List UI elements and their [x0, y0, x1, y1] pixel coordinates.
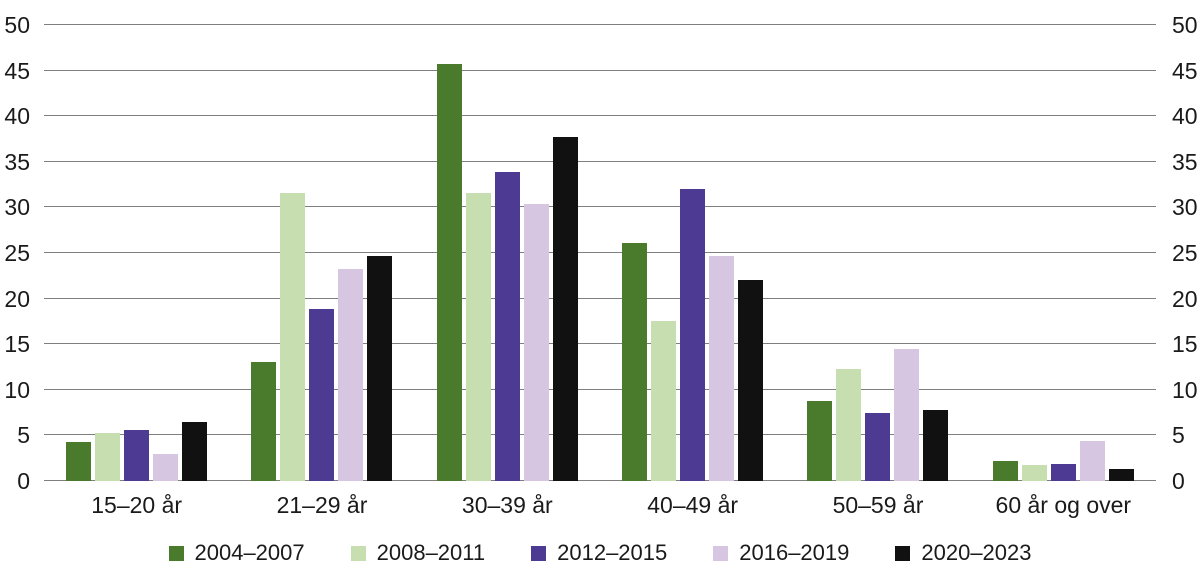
y-axis-right-tick-25: 25 — [1172, 240, 1198, 266]
bar-group-3 — [415, 25, 600, 481]
gridline-45 — [44, 69, 1156, 71]
y-axis-left-tick-40: 40 — [4, 103, 30, 130]
gridline-40 — [44, 115, 1156, 117]
gridline-35 — [44, 160, 1156, 162]
bar-2004-2007-1 — [66, 441, 92, 481]
legend-item-2004-2007: 2004–2007 — [168, 540, 305, 565]
bar-2008-2011-4 — [651, 321, 677, 481]
bar-groups — [44, 25, 1156, 481]
gridline-15 — [44, 343, 1156, 345]
x-label-1: 15–20 år — [91, 492, 183, 518]
legend-swatch-icon — [168, 545, 184, 561]
bar-2020-2023-2 — [367, 255, 393, 481]
y-axis-left-tick-10: 10 — [4, 376, 30, 403]
legend-label: 2012–2015 — [557, 540, 668, 565]
y-axis-left-tick-0: 0 — [17, 468, 30, 494]
bar-2008-2011-1 — [95, 432, 121, 481]
y-axis-left-tick-25: 25 — [4, 240, 30, 266]
legend-swatch-icon — [713, 545, 729, 561]
y-axis-right-tick-45: 45 — [1172, 57, 1198, 84]
bar-2004-2007-3 — [436, 64, 462, 481]
bar-2004-2007-5 — [807, 400, 833, 481]
gridline-10 — [44, 388, 1156, 390]
y-axis-right-tick-30: 30 — [1172, 194, 1198, 221]
bar-group-5 — [785, 25, 970, 481]
bar-2004-2007-4 — [622, 242, 648, 481]
bar-2008-2011-2 — [280, 192, 306, 481]
legend-item-2008-2011: 2008–2011 — [350, 540, 486, 565]
bar-2004-2007-2 — [251, 361, 277, 481]
bar-2020-2023-5 — [923, 409, 949, 481]
legend: 2004–2007 2008–2011 2012–2015 2016–2019 2020… — [0, 541, 1200, 565]
bar-2008-2011-5 — [836, 368, 862, 481]
y-axis-left-tick-50: 50 — [4, 12, 30, 38]
y-axis-right-tick-20: 20 — [1172, 285, 1198, 312]
y-axis-right-tick-50: 50 — [1172, 12, 1198, 38]
bar-group-2 — [229, 25, 414, 481]
bar-2012-2015-3 — [494, 171, 520, 481]
bar-2016-2019-2 — [338, 269, 364, 481]
bar-2020-2023-4 — [738, 280, 764, 481]
y-axis-right-tick-35: 35 — [1172, 148, 1198, 175]
legend-label: 2020–2023 — [921, 540, 1032, 565]
bar-2016-2019-1 — [153, 453, 179, 481]
bar-group-4 — [600, 25, 785, 481]
gridline-0 — [44, 480, 1156, 481]
bar-2008-2011-3 — [465, 192, 491, 481]
legend-label: 2008–2011 — [376, 540, 486, 565]
legend-item-2020-2023: 2020–2023 — [895, 540, 1032, 565]
bar-2012-2015-4 — [680, 189, 706, 481]
bar-2020-2023-3 — [552, 137, 578, 481]
plot-area — [44, 24, 1156, 481]
bar-2012-2015-5 — [865, 412, 891, 481]
legend-swatch-icon — [531, 545, 547, 561]
bar-2016-2019-5 — [894, 348, 920, 481]
y-axis-right-tick-40: 40 — [1172, 103, 1198, 130]
gridline-20 — [44, 297, 1156, 299]
legend-item-2012-2015: 2012–2015 — [531, 541, 667, 565]
bar-2004-2007-6 — [992, 460, 1018, 481]
y-axis-left-tick-35: 35 — [4, 148, 30, 175]
gridline-30 — [44, 206, 1156, 208]
x-axis-labels: 15–20 år 21–29 år 30–39 år 40–49 år 50–59 år… — [44, 492, 1156, 518]
bar-2016-2019-4 — [709, 255, 735, 481]
y-axis-left-tick-30: 30 — [4, 194, 30, 221]
x-label-2: 21–29 år — [276, 492, 368, 518]
gridline-25 — [44, 252, 1156, 253]
bar-2012-2015-1 — [124, 429, 150, 481]
gridlines — [44, 24, 1156, 481]
y-axis-left: 0 5 10 15 20 25 30 35 40 45 50 — [0, 13, 34, 493]
bar-group-1 — [44, 25, 229, 481]
legend-swatch-icon — [895, 545, 911, 561]
y-axis-left-tick-15: 15 — [4, 331, 30, 358]
bar-2016-2019-3 — [523, 203, 549, 481]
bar-2020-2023-1 — [182, 421, 208, 481]
y-axis-left-tick-45: 45 — [4, 57, 30, 84]
y-axis-right: 0 5 10 15 20 25 30 35 40 45 50 — [1172, 13, 1200, 493]
bar-2016-2019-6 — [1079, 440, 1105, 481]
y-axis-right-tick-5: 5 — [1172, 422, 1185, 449]
y-axis-left-tick-20: 20 — [4, 285, 30, 312]
y-axis-right-tick-15: 15 — [1172, 331, 1198, 358]
x-label-3: 30–39 år — [461, 492, 553, 518]
legend-item-2016-2019: 2016–2019 — [713, 541, 849, 565]
bar-2008-2011-6 — [1021, 464, 1047, 481]
bar-2020-2023-6 — [1108, 469, 1134, 481]
bar-2012-2015-6 — [1050, 463, 1076, 481]
y-axis-left-tick-5: 5 — [17, 422, 30, 449]
x-label-6: 60 år og over — [995, 492, 1132, 518]
legend-label: 2004–2007 — [194, 540, 305, 565]
x-label-4: 40–49 år — [647, 492, 739, 518]
x-label-5: 50–59 år — [832, 492, 924, 518]
gridline-5 — [44, 434, 1156, 436]
legend-label: 2016–2019 — [739, 540, 850, 565]
y-axis-right-tick-0: 0 — [1172, 468, 1185, 494]
bar-2012-2015-2 — [309, 308, 335, 481]
y-axis-right-tick-10: 10 — [1172, 376, 1198, 403]
gridline-50 — [44, 24, 1156, 25]
legend-swatch-icon — [350, 545, 366, 561]
bar-group-6 — [971, 25, 1156, 481]
